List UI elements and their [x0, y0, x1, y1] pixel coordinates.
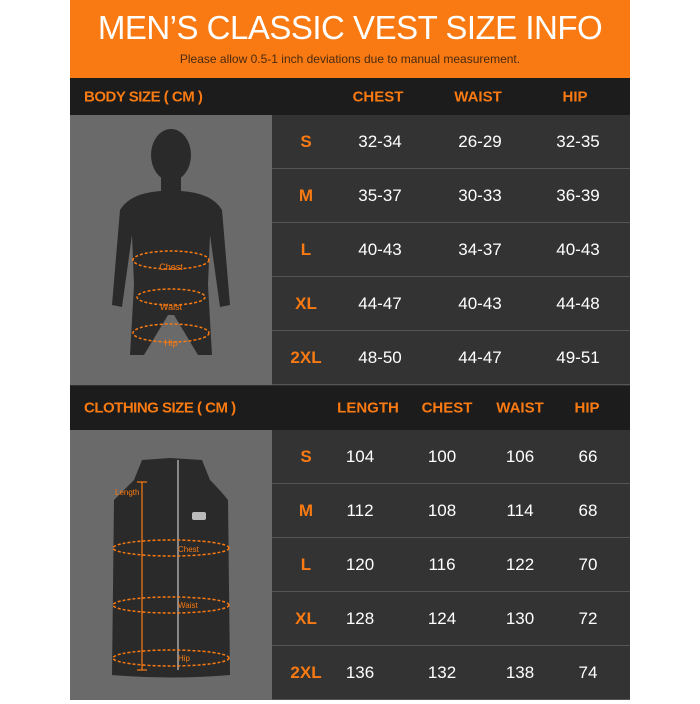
clothing-size-label: CLOTHING SIZE ( CM ) [84, 399, 236, 417]
table-row: M 35-37 30-33 36-39 [272, 169, 630, 223]
size-cell: 2XL [290, 347, 322, 367]
waist-cell: 122 [505, 554, 535, 574]
table-row: M 112 108 114 68 [272, 484, 630, 538]
chest-cell: 40-43 [358, 239, 402, 259]
size-cell: S [300, 131, 312, 151]
waist-cell: 34-37 [458, 239, 502, 259]
vest-figure-panel: Length Chest Waist Hip [70, 430, 272, 700]
chest-cell: 116 [428, 554, 456, 574]
hip-cell: 74 [578, 662, 598, 682]
waist-cell: 114 [506, 500, 534, 520]
table-row: L 120 116 122 70 [272, 538, 630, 592]
size-chart: MEN’S CLASSIC VEST SIZE INFO Please allo… [70, 0, 630, 700]
hip-cell: 40-43 [556, 239, 600, 259]
body-size-label: BODY SIZE ( CM ) [84, 88, 203, 105]
clothing-size-header: CLOTHING SIZE ( CM ) LENGTH CHEST WAIST … [70, 386, 630, 430]
length-cell: 120 [345, 554, 375, 574]
hip-cell: 72 [578, 608, 598, 628]
size-cell: L [300, 554, 312, 574]
chest-cell: 132 [427, 662, 457, 682]
hip-cell: 66 [578, 446, 598, 466]
hip-cell: 68 [578, 500, 598, 520]
table-row: 2XL 48-50 44-47 49-51 [272, 331, 630, 385]
col-waist: WAIST [496, 399, 544, 417]
size-cell: M [298, 185, 314, 205]
body-figure-panel: Chest Waist Hip [70, 115, 272, 385]
chest-cell: 32-34 [358, 131, 402, 151]
table-row: XL 128 124 130 72 [272, 592, 630, 646]
col-waist: WAIST [454, 88, 502, 105]
length-cell: 136 [345, 662, 375, 682]
page-title: MEN’S CLASSIC VEST SIZE INFO [97, 9, 603, 46]
col-chest: CHEST [421, 399, 473, 417]
waist-cell: 30-33 [458, 185, 502, 205]
body-size-table: S 32-34 26-29 32-35 M 35-37 30-33 36-39 L 40-43… [272, 115, 630, 385]
table-row: 2XL 136 132 138 74 [272, 646, 630, 700]
clothing-size-table: S 104 100 106 66 M 112 108 114 68 L 120 116 122 70 X… [272, 430, 630, 700]
table-row: XL 44-47 40-43 44-48 [272, 277, 630, 331]
col-chest: CHEST [352, 88, 404, 105]
col-length: LENGTH [337, 399, 399, 417]
size-cell: XL [295, 608, 317, 628]
waist-cell: 44-47 [458, 347, 502, 367]
waist-cell: 106 [505, 446, 535, 466]
hip-cell: 70 [578, 554, 598, 574]
waist-cell: 138 [505, 662, 535, 682]
subtitle: Please allow 0.5-1 inch deviations due t… [179, 52, 521, 66]
size-cell: XL [295, 293, 317, 313]
hip-cell: 49-51 [556, 347, 600, 367]
title-banner: MEN’S CLASSIC VEST SIZE INFO Please allo… [70, 0, 630, 78]
waist-cell: 40-43 [458, 293, 502, 313]
chest-cell: 48-50 [358, 347, 402, 367]
waist-cell: 130 [505, 608, 535, 628]
chest-label: Chest [178, 545, 200, 554]
length-cell: 104 [345, 446, 375, 466]
chest-cell: 108 [427, 500, 457, 520]
size-cell: M [298, 500, 314, 520]
vest-icon: Length Chest Waist Hip [112, 458, 230, 678]
chest-cell: 35-37 [358, 185, 402, 205]
body-size-header: BODY SIZE ( CM ) CHEST WAIST HIP [70, 78, 630, 115]
col-hip: HIP [562, 88, 588, 105]
col-hip: HIP [574, 399, 600, 417]
length-cell: 112 [346, 500, 374, 520]
size-cell: 2XL [290, 662, 322, 682]
table-row: S 32-34 26-29 32-35 [272, 115, 630, 169]
hip-cell: 32-35 [556, 131, 600, 151]
chest-cell: 124 [427, 608, 457, 628]
size-cell: S [300, 446, 312, 466]
chest-cell: 44-47 [358, 293, 402, 313]
hip-cell: 36-39 [556, 185, 600, 205]
table-row: L 40-43 34-37 40-43 [272, 223, 630, 277]
waist-cell: 26-29 [458, 131, 502, 151]
hip-label: Hip [178, 654, 191, 663]
waist-label: Waist [178, 601, 198, 610]
hip-cell: 44-48 [556, 293, 600, 313]
chest-cell: 100 [427, 446, 457, 466]
table-row: S 104 100 106 66 [272, 430, 630, 484]
hip-label: Hip [164, 338, 178, 348]
size-cell: L [300, 239, 312, 259]
waist-label: Waist [160, 302, 183, 312]
length-cell: 128 [345, 608, 375, 628]
chest-label: Chest [159, 262, 183, 272]
length-label: Length [115, 488, 139, 497]
body-silhouette-icon: Chest Waist Hip [112, 129, 230, 355]
